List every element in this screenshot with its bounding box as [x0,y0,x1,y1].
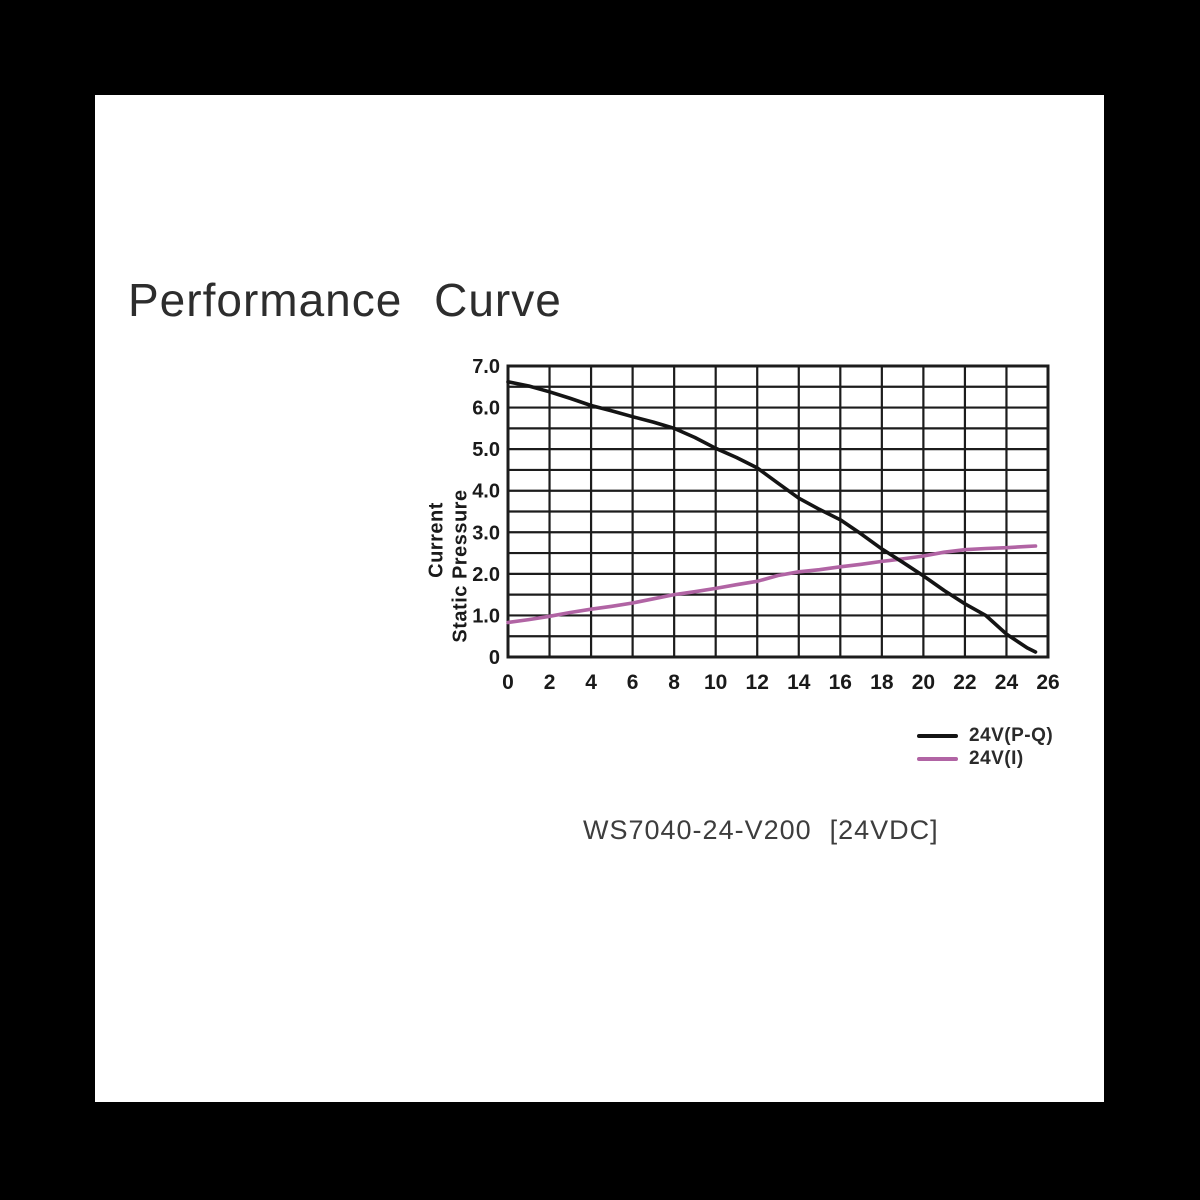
x-tick-label: 12 [746,671,769,694]
x-tick-label: 10 [704,671,727,694]
legend-line-pink-icon [917,756,958,761]
x-tick-label: 4 [585,671,597,694]
series-line-24v-i- [506,544,1038,625]
page-title: Performance Curve [128,274,562,326]
legend-item-24v-i: 24V(I) [917,747,1053,770]
x-tick-label: 20 [912,671,935,694]
x-tick-label: 14 [787,671,811,694]
legend-item-24v-pq: 24V(P-Q) [917,724,1053,747]
legend-label-24v-pq: 24V(P-Q) [969,724,1054,746]
y-tick-label: 3.0 [472,522,500,544]
x-tick-label: 6 [627,671,639,694]
series-line-24v-p-q- [506,379,1038,654]
y-axis-label-static-pressure: Static Pressure [449,489,472,643]
y-tick-label: 1.0 [472,605,500,627]
x-tick-label: 26 [1036,671,1059,694]
y-tick-label: 5.0 [472,439,500,461]
y-tick-label: 2.0 [472,564,500,586]
plot-border [506,364,1050,659]
chart-legend: 24V(P-Q) 24V(I) [917,724,1053,770]
model-number: WS7040-24-V200 [583,815,812,845]
x-tick-label: 2 [544,671,556,694]
y-axis-label-current: Current [425,502,448,578]
legend-label-24v-i: 24V(I) [969,747,1024,769]
x-tick-label: 24 [995,671,1019,694]
x-tick-label: 8 [668,671,680,694]
y-tick-label: 7.0 [472,356,500,378]
x-tick-label: 0 [502,671,514,694]
x-tick-label: 18 [870,671,894,694]
content-panel: Performance Curve 0 2 4 6 8 10 12 14 16 18 20 22 24 2… [95,95,1104,1102]
legend-line-black-icon [917,733,958,738]
voltage-spec: [24VDC] [829,815,939,845]
y-tick-label: 6.0 [472,398,500,420]
y-tick-label: 4.0 [472,481,500,503]
model-caption: WS7040-24-V200 [24VDC] [583,815,939,846]
y-tick-label: 0 [489,647,500,669]
performance-chart: 0 2 4 6 8 10 12 14 16 18 20 22 24 267.06.05.04.03.02.… [472,356,1059,694]
x-tick-label: 22 [953,671,976,694]
x-tick-label: 16 [829,671,852,694]
